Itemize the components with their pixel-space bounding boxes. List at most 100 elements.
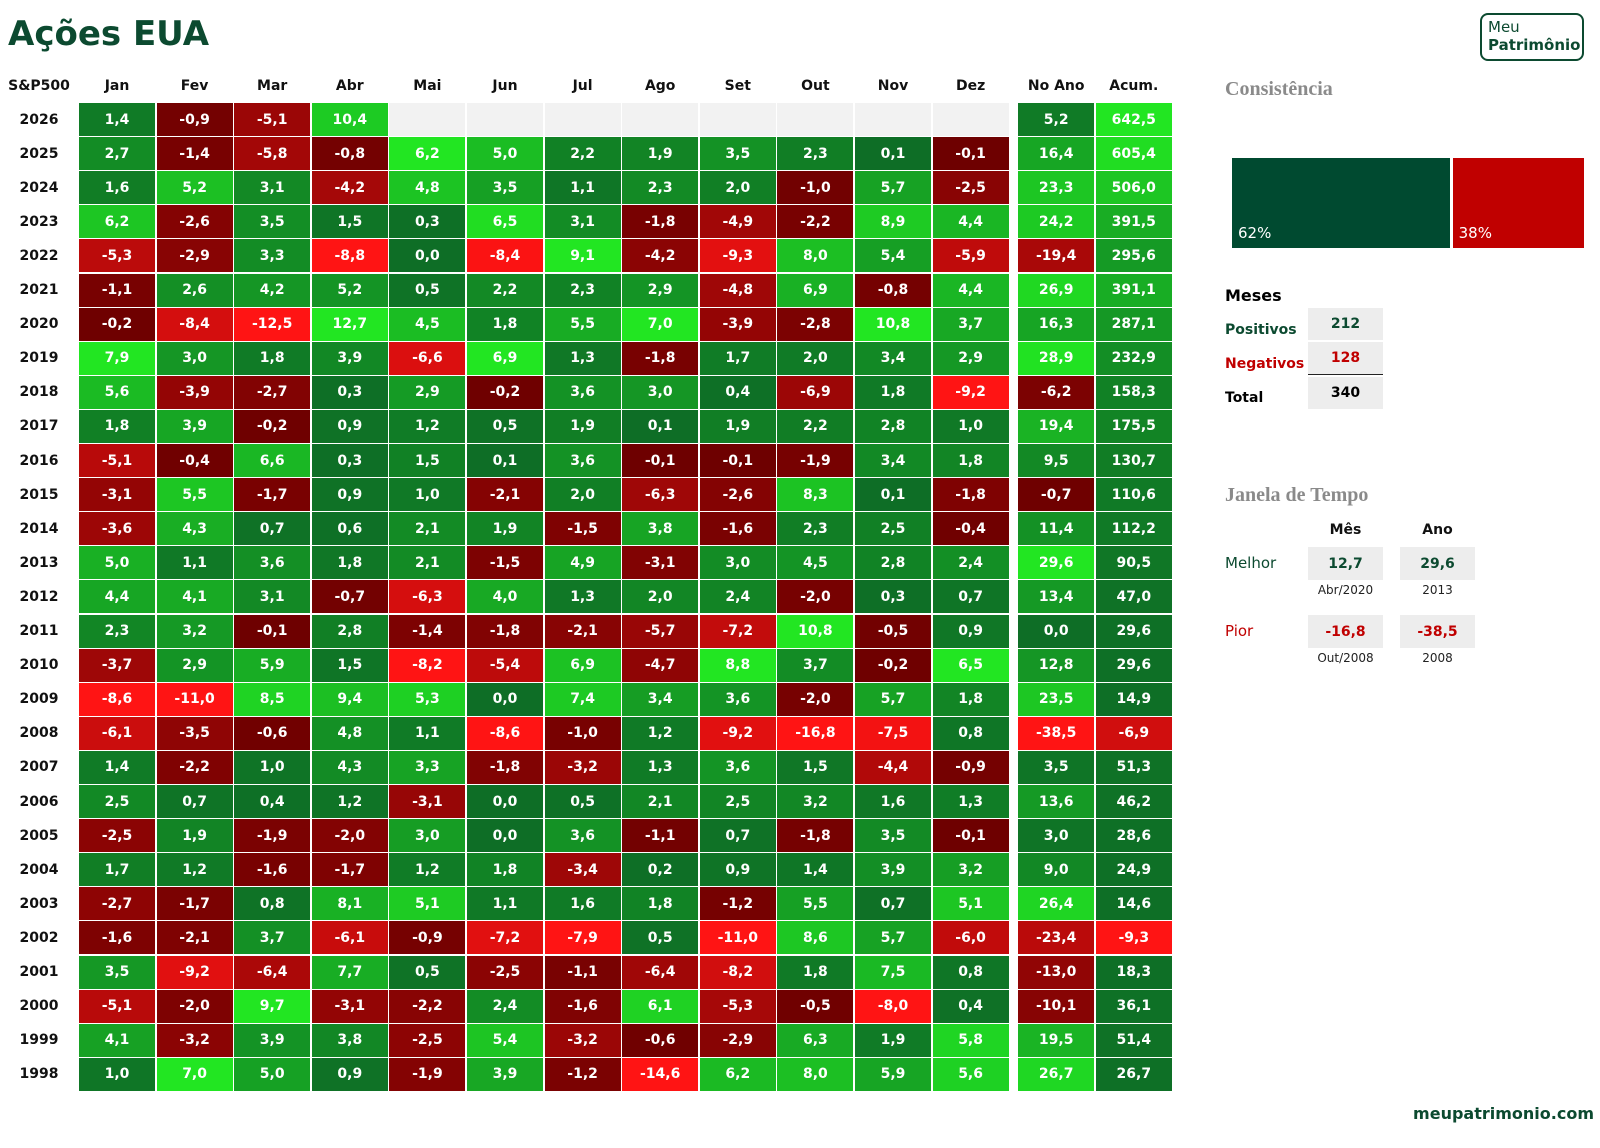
heat-cell: 8,9 — [855, 205, 931, 239]
heat-cell: 1,6 — [544, 887, 621, 921]
heat-cell: 1,8 — [467, 853, 543, 887]
row-header: 1998 — [19, 1066, 59, 1083]
heat-cell: 5,9 — [855, 1057, 931, 1091]
heat-cell: 4,4 — [932, 273, 1009, 307]
heat-cell: 0,0 — [467, 682, 543, 716]
heat-cell: 3,4 — [855, 444, 931, 477]
heat-cell: 391,5 — [1095, 205, 1172, 239]
heat-cell: 3,5 — [1018, 750, 1095, 784]
heat-cell: -1,9 — [389, 1057, 466, 1091]
heat-cell: 14,6 — [1095, 887, 1172, 921]
heat-cell: -0,9 — [156, 103, 233, 136]
heat-cell: 4,3 — [311, 750, 388, 784]
heat-cell: 3,0 — [622, 375, 699, 409]
heat-cell: -5,7 — [622, 614, 699, 648]
heat-cell: 24,2 — [1018, 205, 1095, 239]
heat-cell: 29,6 — [1095, 648, 1172, 682]
heat-cell: 10,8 — [855, 307, 931, 341]
heat-cell: 5,0 — [234, 1057, 311, 1091]
row-header: 2020 — [19, 316, 59, 333]
heat-cell: 3,1 — [544, 205, 621, 239]
value: -38,5 — [1400, 615, 1475, 648]
heat-cell: -23,4 — [1018, 921, 1095, 955]
heat-cell: -3,1 — [389, 785, 466, 818]
heat-cell: 2,1 — [389, 546, 466, 580]
empty-cell — [932, 103, 1009, 136]
heat-cell: 110,6 — [1095, 478, 1172, 512]
row-header: 2010 — [19, 657, 59, 674]
heat-cell: 2,9 — [932, 341, 1009, 375]
heat-cell: -5,8 — [234, 137, 311, 171]
bar-positive: 62% — [1232, 158, 1450, 248]
heat-cell: 3,6 — [544, 444, 621, 477]
heat-cell: -1,2 — [544, 1057, 621, 1091]
heat-cell: 0,9 — [311, 1057, 388, 1091]
heat-cell: 5,6 — [79, 375, 155, 409]
row-header: 2022 — [19, 247, 59, 264]
heat-cell: 0,3 — [389, 205, 466, 239]
heat-cell: 0,1 — [467, 444, 543, 477]
column-header: Mar — [257, 78, 288, 94]
column-header: Acum. — [1109, 78, 1159, 94]
empty-cell — [777, 103, 854, 136]
heat-cell: 1,3 — [544, 580, 621, 614]
heat-cell: 28,6 — [1095, 819, 1172, 853]
heat-cell: 1,9 — [156, 819, 233, 853]
heat-cell: -3,7 — [79, 648, 155, 682]
heat-cell: 1,9 — [699, 409, 776, 443]
heat-cell: 8,1 — [311, 887, 388, 921]
heat-cell: 6,1 — [622, 989, 699, 1023]
heat-cell: 6,3 — [777, 1023, 854, 1057]
heat-cell: 5,7 — [855, 921, 931, 955]
heat-cell: 1,6 — [79, 171, 155, 205]
heat-cell: 3,6 — [544, 375, 621, 409]
heat-cell: 2,3 — [544, 273, 621, 307]
heat-cell: -2,2 — [777, 205, 854, 239]
heat-cell: 3,0 — [1018, 819, 1095, 853]
heat-cell: 2,0 — [699, 171, 776, 205]
heat-cell: -0,9 — [932, 750, 1009, 784]
heat-cell: 3,3 — [389, 750, 466, 784]
heat-cell: 5,8 — [932, 1023, 1009, 1057]
column-header: Abr — [335, 78, 364, 94]
heat-cell: -2,9 — [156, 239, 233, 273]
heat-cell: -2,8 — [777, 307, 854, 341]
logo-text: Patrimônio — [1488, 36, 1581, 54]
heat-cell: 8,8 — [699, 648, 776, 682]
heat-cell: 5,6 — [932, 1057, 1009, 1091]
heat-cell: -19,4 — [1018, 239, 1095, 273]
heat-cell: 5,0 — [467, 137, 543, 171]
heat-cell: 1,5 — [311, 205, 388, 239]
heat-cell: 12,7 — [311, 307, 388, 341]
label: Negativos — [1225, 356, 1305, 372]
heat-cell: 4,5 — [389, 307, 466, 341]
heat-cell: 51,3 — [1095, 750, 1172, 784]
row-header: 2024 — [19, 179, 59, 196]
heat-cell: -5,1 — [79, 444, 155, 477]
heat-cell: 3,6 — [544, 819, 621, 853]
heat-cell: 1,8 — [622, 887, 699, 921]
heat-cell: 9,5 — [1018, 444, 1095, 477]
column-header: No Ano — [1027, 78, 1085, 94]
heat-cell: 3,9 — [467, 1057, 543, 1091]
heat-cell: 3,9 — [156, 409, 233, 443]
heat-cell: 0,7 — [156, 785, 233, 818]
heat-cell: 46,2 — [1095, 785, 1172, 818]
heat-cell: -2,6 — [699, 478, 776, 512]
heat-cell: -2,1 — [467, 478, 543, 512]
row-header: 2018 — [19, 384, 59, 401]
heat-cell: 6,9 — [777, 273, 854, 307]
heat-cell: 7,5 — [855, 955, 931, 989]
heat-cell: -8,6 — [79, 682, 155, 716]
label: Pior — [1225, 622, 1254, 640]
heat-cell: -10,1 — [1018, 989, 1095, 1023]
column-header: Fev — [180, 78, 209, 94]
heat-cell: 3,8 — [311, 1023, 388, 1057]
heat-cell: 26,7 — [1018, 1057, 1095, 1091]
heat-cell: -3,5 — [156, 716, 233, 750]
heat-cell: 3,9 — [855, 853, 931, 887]
heat-cell: 2,6 — [156, 273, 233, 307]
heat-cell: 0,5 — [389, 273, 466, 307]
heat-cell: 1,1 — [467, 887, 543, 921]
empty-cell — [544, 103, 621, 136]
